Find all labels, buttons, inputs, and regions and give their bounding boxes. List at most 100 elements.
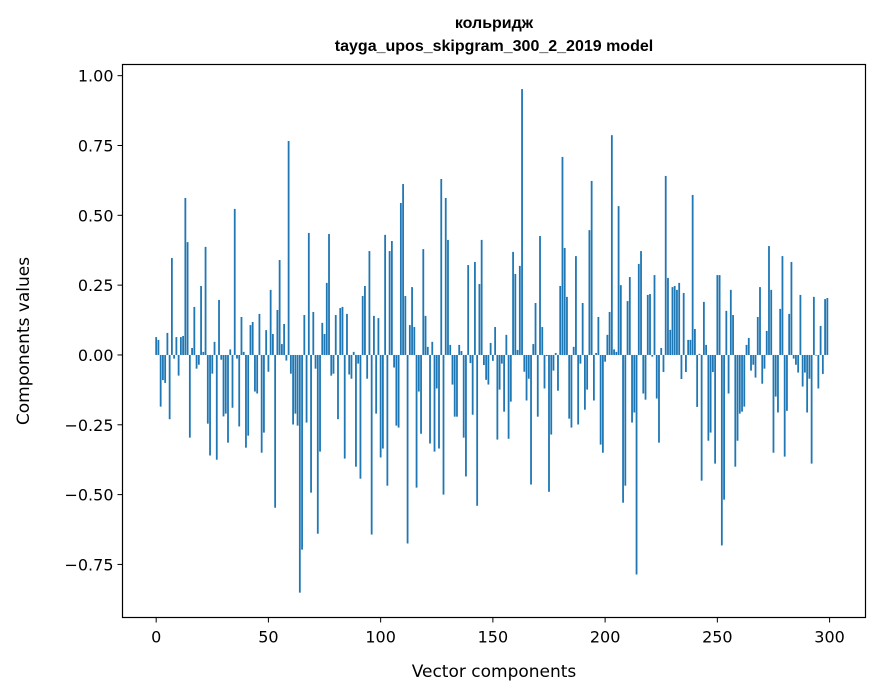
bar-265	[750, 354, 752, 371]
bar-198	[599, 354, 602, 445]
bar-100	[379, 354, 382, 458]
bar-44	[254, 354, 256, 392]
bar-288	[801, 354, 804, 387]
bar-50	[267, 354, 270, 372]
bar-166	[527, 354, 530, 379]
bar-167	[530, 354, 532, 485]
bar-202	[608, 311, 611, 355]
x-tick-label: 0	[151, 628, 161, 647]
bar-258	[734, 354, 737, 467]
bar-242	[698, 353, 701, 355]
bar-112	[406, 354, 409, 544]
bar-105	[390, 241, 393, 355]
bar-2	[159, 354, 162, 407]
bar-199	[601, 354, 604, 453]
bar-277	[777, 354, 779, 413]
bar-0	[155, 337, 158, 355]
bar-80	[334, 315, 337, 355]
bar-218	[644, 354, 647, 400]
bar-208	[622, 354, 624, 503]
bar-286	[797, 354, 800, 373]
bar-81	[337, 354, 339, 420]
bar-34	[231, 354, 234, 408]
bar-200	[604, 354, 607, 362]
bar-274	[770, 289, 773, 355]
bar-297	[821, 354, 824, 374]
bar-66	[303, 315, 306, 355]
bar-270	[761, 354, 764, 384]
bar-210	[626, 301, 629, 355]
bar-159	[512, 251, 514, 355]
bar-257	[732, 315, 734, 355]
bar-221	[651, 354, 654, 357]
bar-247	[709, 354, 712, 433]
bar-223	[655, 354, 658, 399]
bar-284	[792, 354, 795, 359]
bar-11	[179, 337, 182, 355]
bar-114	[411, 287, 413, 355]
bar-289	[803, 354, 806, 373]
bar-24	[209, 354, 211, 456]
bars-group	[155, 89, 829, 593]
bar-97	[373, 315, 375, 355]
bar-155	[503, 354, 505, 412]
bar-39	[242, 351, 245, 355]
x-tick-label: 300	[814, 628, 845, 647]
bar-63	[296, 354, 299, 426]
bar-158	[509, 354, 512, 402]
bar-49	[265, 330, 268, 355]
x-axis: 0 50 100 150 200 250 300	[151, 617, 845, 647]
bar-129	[444, 198, 447, 355]
bar-51	[269, 289, 272, 355]
bar-234	[680, 354, 683, 379]
bar-76	[325, 282, 328, 355]
bar-103	[386, 354, 389, 486]
y-tick-label: 0.00	[78, 346, 114, 365]
bar-272	[765, 330, 768, 355]
bar-91	[359, 354, 362, 479]
bar-278	[779, 308, 782, 355]
bar-148	[487, 354, 490, 385]
bar-79	[332, 354, 335, 374]
bar-228	[667, 277, 669, 355]
bar-43	[251, 322, 254, 355]
bar-58	[285, 354, 288, 361]
bar-213	[633, 354, 636, 413]
bar-47	[260, 354, 263, 453]
bar-136	[460, 351, 463, 355]
bar-110	[402, 184, 404, 355]
bar-30	[222, 354, 225, 417]
bar-90	[357, 354, 360, 364]
bar-132	[451, 354, 454, 385]
bar-60	[289, 354, 292, 374]
bar-238	[689, 339, 692, 355]
bar-182	[563, 247, 566, 355]
bar-124	[433, 354, 436, 452]
bar-37	[238, 354, 241, 427]
bar-169	[534, 303, 537, 355]
bar-255	[727, 354, 730, 394]
bar-229	[669, 329, 672, 355]
bar-121	[426, 346, 429, 355]
bar-99	[377, 318, 380, 355]
bar-40	[245, 354, 247, 448]
y-tick-label: −0.25	[64, 416, 113, 435]
bar-172	[541, 327, 544, 355]
bar-98	[375, 354, 378, 414]
bar-196	[595, 353, 598, 355]
x-axis-label: Vector components	[412, 662, 577, 682]
chart-title-line2: tayga_upos_skipgram_300_2_2019 model	[335, 38, 653, 55]
bar-92	[361, 296, 364, 355]
bar-15	[188, 354, 191, 438]
y-tick-label: −0.50	[64, 486, 113, 505]
bar-232	[676, 289, 678, 355]
bar-75	[323, 334, 326, 355]
bar-243	[700, 354, 703, 481]
bar-250	[716, 275, 719, 355]
bar-206	[617, 206, 620, 355]
bar-299	[826, 297, 829, 355]
bar-86	[348, 354, 351, 375]
bar-291	[808, 354, 811, 379]
bar-296	[819, 325, 822, 355]
bar-295	[817, 354, 820, 389]
